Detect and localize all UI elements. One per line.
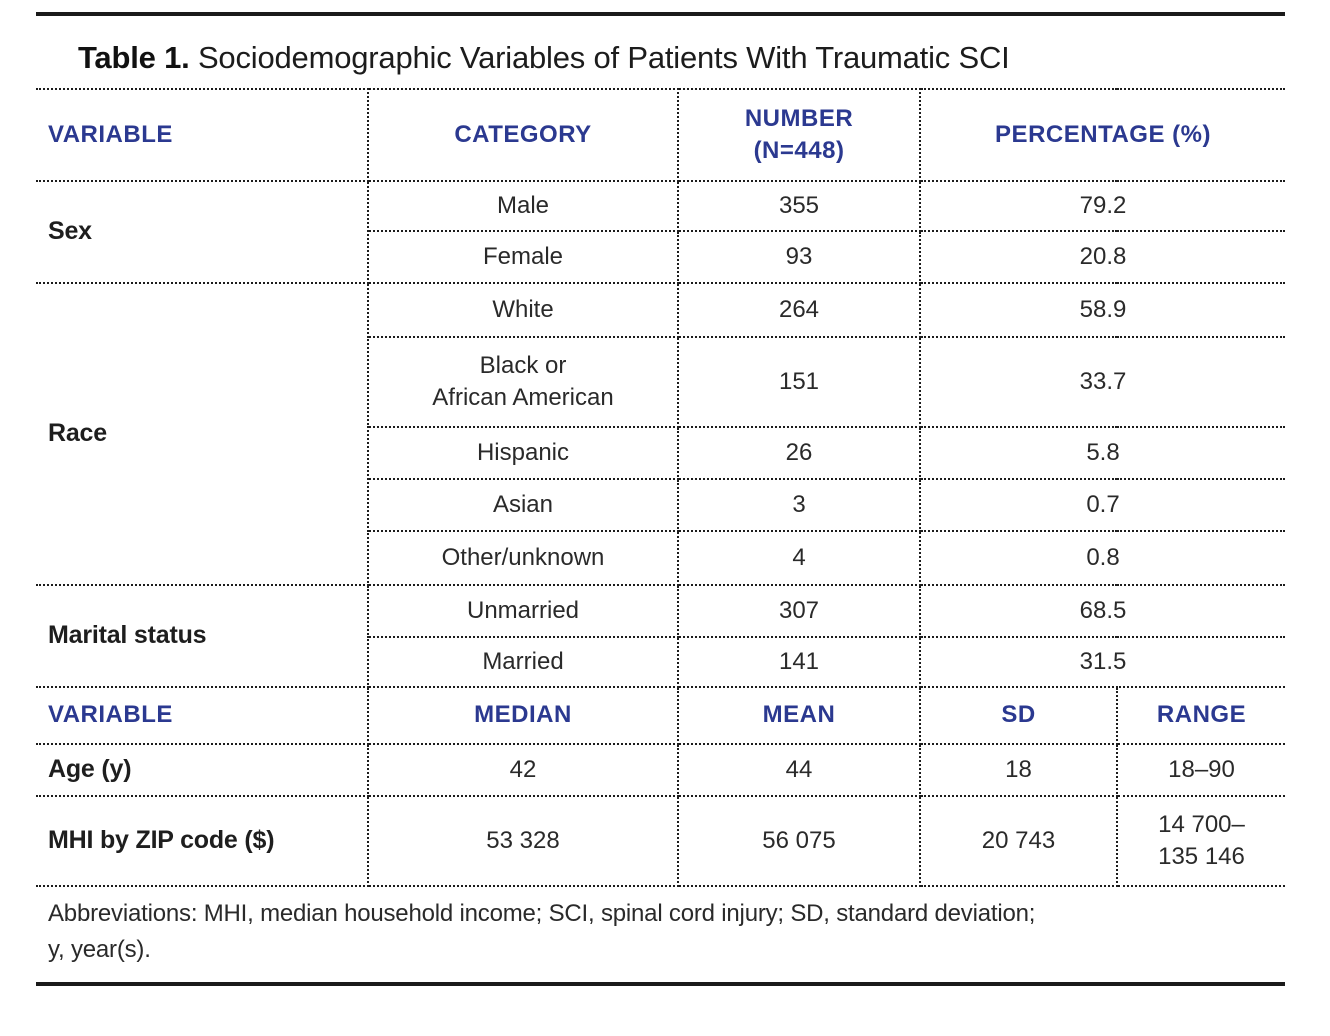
header-number: NUMBER (N=448) [677, 88, 921, 182]
table-row: Marital status Unmarried 307 68.5 [36, 584, 1285, 688]
header-sd: SD [919, 686, 1118, 745]
top-rule [36, 12, 1285, 16]
header-range: RANGE [1116, 686, 1285, 745]
variable-cell: Marital status [36, 584, 369, 688]
percentage-cell: 79.2 [919, 180, 1285, 232]
category-cell: Married [367, 636, 679, 688]
paper-table-figure: Table 1. Sociodemographic Variables of P… [36, 0, 1285, 986]
range-cell: 18–90 [1116, 743, 1285, 797]
number-cell: 26 [677, 426, 921, 480]
percentage-cell: 58.9 [919, 282, 1285, 338]
header-mean: MEAN [677, 686, 921, 745]
number-cell: 264 [677, 282, 921, 338]
category-cell: White [367, 282, 679, 338]
percentage-cell: 20.8 [919, 230, 1285, 284]
mean-cell: 56 075 [677, 795, 921, 887]
bottom-rule [36, 982, 1285, 986]
header-category: CATEGORY [367, 88, 679, 182]
percentage-cell: 0.8 [919, 530, 1285, 586]
variable-cell: MHI by ZIP code ($) [36, 795, 369, 887]
median-cell: 42 [367, 743, 679, 797]
percentage-cell: 5.8 [919, 426, 1285, 480]
median-cell: 53 328 [367, 795, 679, 887]
number-cell: 4 [677, 530, 921, 586]
table-row: Black or African American 151 33.7 [36, 336, 1285, 428]
table-title-number: Table 1. [78, 40, 190, 75]
table-row: Sex Male 355 79.2 [36, 180, 1285, 284]
header-variable-2: VARIABLE [36, 686, 369, 745]
number-cell: 3 [677, 478, 921, 532]
table-header-row-1: VARIABLE CATEGORY NUMBER (N=448) PERCENT… [36, 88, 1285, 182]
percentage-cell: 31.5 [919, 636, 1285, 688]
percentage-cell: 33.7 [919, 336, 1285, 428]
table-row: Other/unknown 4 0.8 [36, 530, 1285, 586]
sociodemographic-table: VARIABLE CATEGORY NUMBER (N=448) PERCENT… [36, 88, 1285, 887]
category-cell: Asian [367, 478, 679, 532]
category-cell: Black or African American [367, 336, 679, 428]
range-cell: 14 700– 135 146 [1116, 795, 1285, 887]
table-title: Table 1. Sociodemographic Variables of P… [36, 16, 1285, 88]
sd-cell: 18 [919, 743, 1118, 797]
number-cell: 93 [677, 230, 921, 284]
number-cell: 355 [677, 180, 921, 232]
percentage-cell: 0.7 [919, 478, 1285, 532]
number-cell: 307 [677, 584, 921, 638]
category-cell: Female [367, 230, 679, 284]
category-cell: Hispanic [367, 426, 679, 480]
sd-cell: 20 743 [919, 795, 1118, 887]
table-row: Asian 3 0.7 [36, 478, 1285, 532]
category-cell: Unmarried [367, 584, 679, 638]
category-cell: Other/unknown [367, 530, 679, 586]
header-median: MEDIAN [367, 686, 679, 745]
table-footnote: Abbreviations: MHI, median household inc… [48, 900, 1036, 963]
header-variable: VARIABLE [36, 88, 369, 182]
table-row: Female 93 20.8 [36, 230, 1285, 284]
percentage-cell: 68.5 [919, 584, 1285, 638]
table-header-row-2: VARIABLE MEDIAN MEAN SD RANGE [36, 686, 1285, 745]
variable-cell: Age (y) [36, 743, 369, 797]
header-percentage: PERCENTAGE (%) [919, 88, 1285, 182]
table-row: Married 141 31.5 [36, 636, 1285, 688]
variable-cell: Race [36, 282, 369, 586]
mean-cell: 44 [677, 743, 921, 797]
table-title-text: Sociodemographic Variables of Patients W… [189, 40, 1010, 75]
table-row: MHI by ZIP code ($) 53 328 56 075 20 743… [36, 795, 1285, 887]
variable-cell: Sex [36, 180, 369, 284]
number-cell: 141 [677, 636, 921, 688]
table-row: Age (y) 42 44 18 18–90 [36, 743, 1285, 797]
table-row: Race White 264 58.9 [36, 282, 1285, 586]
number-cell: 151 [677, 336, 921, 428]
category-cell: Male [367, 180, 679, 232]
table-row: Hispanic 26 5.8 [36, 426, 1285, 480]
